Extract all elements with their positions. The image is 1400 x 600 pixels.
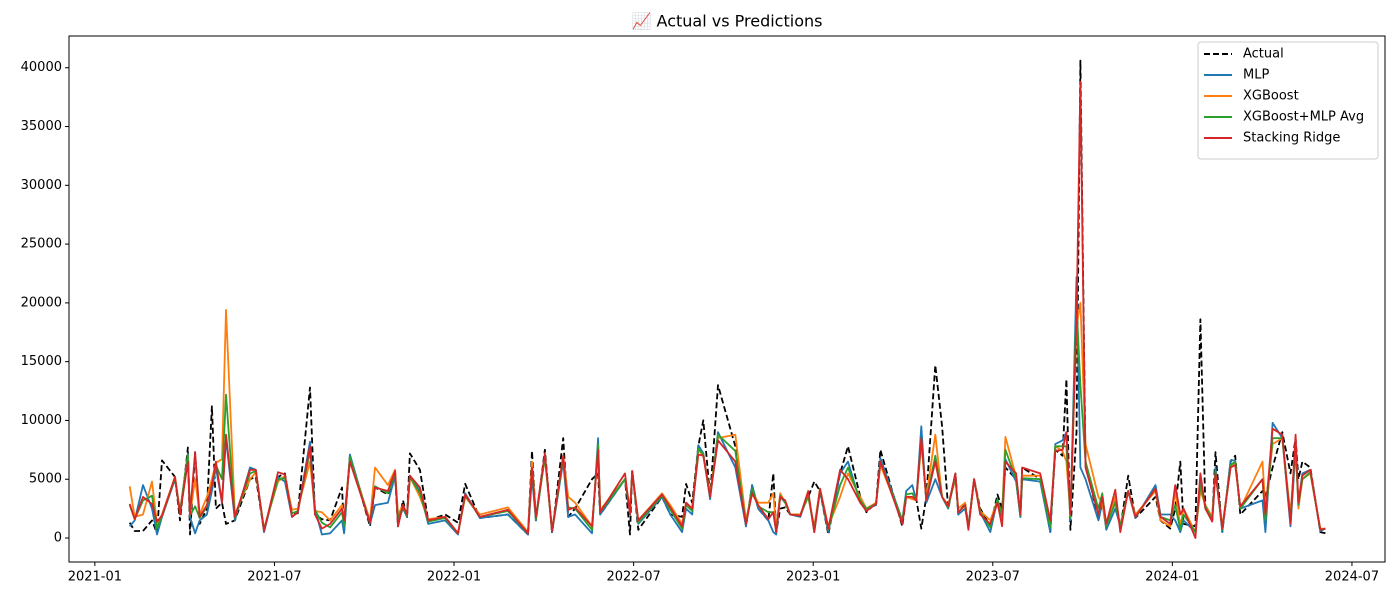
legend-label: Stacking Ridge [1243,131,1340,146]
y-tick-label: 30000 [21,178,62,193]
y-tick-label: 35000 [21,119,62,134]
legend-label: MLP [1243,68,1269,83]
x-tick-label: 2021-07 [247,570,301,585]
x-tick-label: 2022-01 [427,570,481,585]
y-tick-label: 25000 [21,237,62,252]
series-line [128,81,1326,539]
legend-box [1197,41,1379,160]
y-tick-label: 10000 [21,413,62,428]
legend-label: Actual [1243,47,1284,62]
x-tick-label: 2023-07 [966,570,1020,585]
legend-label: XGBoost+MLP Avg [1243,110,1364,125]
legend-label: XGBoost [1243,89,1299,104]
y-tick-label: 20000 [21,295,62,310]
y-tick-label: 0 [54,531,62,546]
plot-frame [68,35,1386,563]
legend: Actual MLP XGBoost XGBoost+MLP Avg Stacking … [1197,41,1379,160]
y-tick-label: 15000 [21,354,62,369]
x-tick-label: 2022-07 [606,570,660,585]
chart-title: 📈 Actual vs Predictions [632,12,823,31]
y-tick-label: 5000 [29,472,62,487]
y-tick-label: 40000 [21,60,62,75]
x-tick-label: 2024-01 [1145,570,1199,585]
x-tick-label: 2021-01 [68,570,122,585]
x-tick-label: 2023-01 [786,570,840,585]
x-tick-label: 2024-07 [1325,570,1379,585]
